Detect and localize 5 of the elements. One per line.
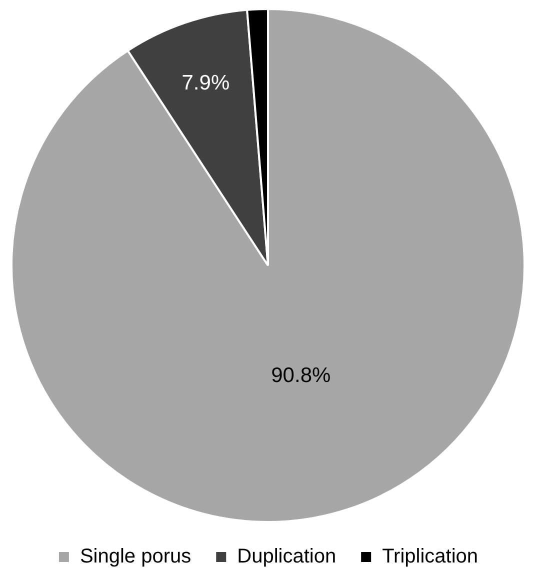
legend-label: Triplication — [382, 546, 478, 568]
data-label: 7.9% — [182, 71, 230, 94]
legend-label: Single porus — [80, 546, 192, 568]
data-label: 90.8% — [271, 364, 331, 387]
legend-label: Duplication — [237, 546, 336, 568]
